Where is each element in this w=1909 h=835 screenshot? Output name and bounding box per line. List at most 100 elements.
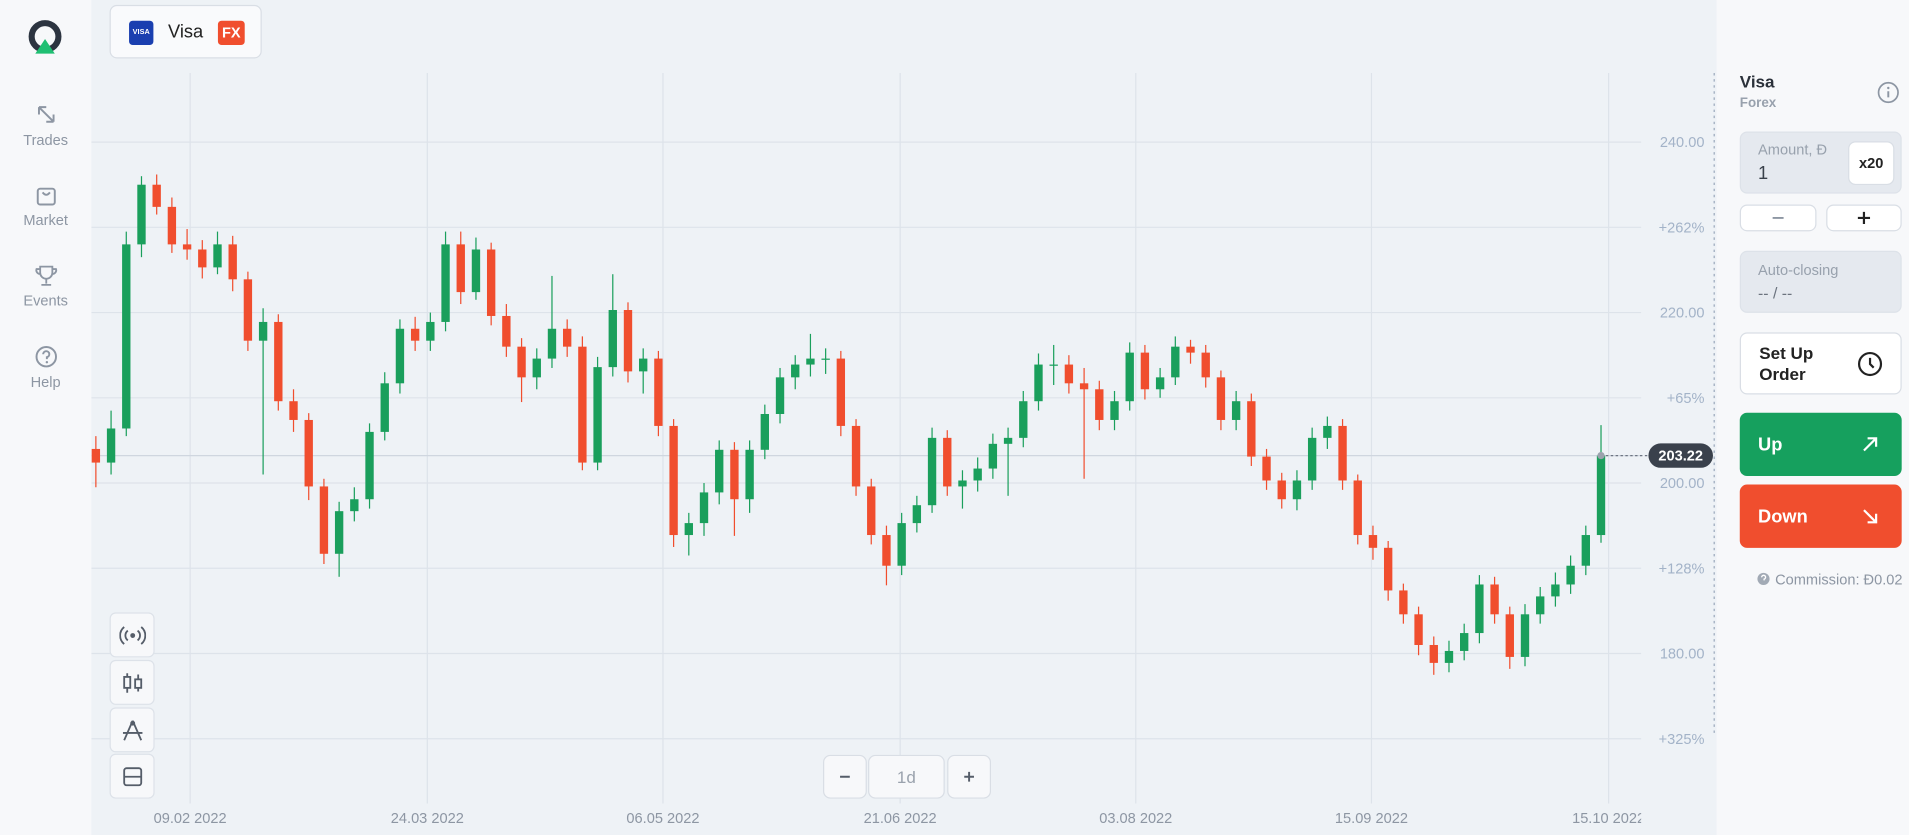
price-tag — [1648, 443, 1713, 468]
multiplier-button[interactable]: x20 — [1848, 141, 1895, 186]
tool-layout[interactable] — [109, 753, 155, 799]
amount-plus[interactable] — [1826, 204, 1902, 232]
zoom-in[interactable] — [947, 754, 992, 799]
nav-label: Trades — [23, 131, 69, 149]
zoom-period[interactable]: 1d — [868, 754, 945, 799]
candle-body — [1383, 547, 1393, 591]
candle-body — [943, 437, 952, 487]
x-tick-label: 03.08 2022 — [1099, 811, 1172, 827]
candle-body — [350, 499, 359, 512]
info-icon[interactable] — [1876, 80, 1900, 104]
candle-body — [304, 419, 313, 487]
candle-body — [1505, 614, 1514, 657]
side-nav: Trades Market Events Help — [0, 0, 92, 835]
nav-trades[interactable]: Trades — [0, 102, 91, 149]
candle-body — [669, 425, 678, 536]
asset-badge: FX — [217, 20, 245, 46]
zoom-out[interactable] — [823, 754, 867, 799]
set-up-order-button[interactable]: Set Up Order — [1739, 332, 1902, 395]
candle-body — [1460, 633, 1469, 651]
amount-label: Amount, Đ — [1758, 141, 1828, 159]
x-tick-label: 21.06 2022 — [864, 811, 937, 827]
candle-body — [1095, 389, 1104, 420]
candle-body — [456, 244, 465, 293]
candle-body — [228, 244, 237, 280]
candle-body — [1049, 364, 1058, 366]
candle-body — [1034, 364, 1043, 402]
trade-panel: Visa Forex Amount, Đ 1 x20 Auto-closing … — [1716, 0, 1909, 835]
nav-events[interactable]: Events — [0, 263, 91, 309]
nav-help[interactable]: Help — [0, 345, 91, 391]
candle-body — [1140, 352, 1150, 390]
icon — [118, 625, 146, 645]
up-button[interactable]: Up — [1739, 412, 1902, 477]
candle-body — [289, 401, 298, 420]
nav-market[interactable]: Market — [0, 183, 91, 229]
price-label: 203.22 — [1658, 449, 1703, 465]
down-button[interactable]: Down — [1739, 484, 1902, 548]
auto-closing-field[interactable]: Auto-closing -- / -- — [1739, 250, 1902, 313]
candle-body — [745, 449, 754, 500]
candle-body — [684, 523, 693, 536]
amount-value: 1 — [1758, 163, 1769, 184]
candle-body — [699, 492, 709, 524]
y-tick-label: 180.00 — [1660, 647, 1705, 663]
y-tick-label: +325% — [1659, 732, 1705, 748]
amount-minus[interactable] — [1739, 204, 1817, 232]
asset-tab[interactable]: VISA Visa FX — [109, 4, 262, 59]
candle-body — [426, 321, 435, 341]
candle-body — [319, 486, 329, 554]
candle-body — [973, 468, 982, 481]
tool-live[interactable] — [109, 612, 155, 658]
tool-chart-type[interactable] — [109, 659, 155, 705]
candle-body — [1566, 565, 1575, 585]
candle-body — [775, 377, 785, 414]
candle-body — [137, 184, 146, 245]
candle-body — [243, 279, 253, 341]
candle-body — [562, 328, 572, 347]
y-tick-label: +128% — [1659, 561, 1705, 577]
candle-body — [882, 535, 891, 566]
candle-body — [441, 244, 450, 322]
candle-body — [258, 321, 268, 341]
candle-body — [502, 315, 511, 347]
x-tick-label: 06.05 2022 — [626, 811, 699, 827]
asset-logo: VISA — [129, 20, 154, 46]
nav-label: Help — [30, 373, 61, 391]
candle-body — [122, 244, 131, 429]
x-tick-label: 09.02 2022 — [154, 811, 227, 827]
candle-body — [1186, 346, 1195, 353]
help-dot — [1757, 572, 1770, 585]
amount-field[interactable]: Amount, Đ 1 x20 — [1739, 131, 1902, 194]
candle-body — [1125, 352, 1134, 402]
candle-body — [1247, 401, 1256, 457]
nav-label: Events — [23, 292, 68, 310]
auto-closing-value: -- / -- — [1758, 283, 1793, 302]
x-tick-label: 15.09 2022 — [1335, 811, 1408, 827]
candle-body — [608, 310, 617, 368]
x-tick-label: 24.03 2022 — [391, 811, 464, 827]
candle-body — [1216, 377, 1226, 420]
candle-body — [1536, 596, 1545, 615]
candle-body — [851, 425, 861, 487]
candle-body — [213, 244, 222, 268]
arrow-up-icon — [1863, 437, 1878, 452]
icon — [964, 771, 974, 782]
candle-body — [1155, 377, 1165, 390]
icon — [122, 672, 142, 693]
candle-body — [334, 511, 344, 554]
candle-body — [715, 449, 724, 493]
candle-body — [593, 367, 602, 463]
candle-body — [1231, 401, 1241, 420]
icon — [36, 187, 56, 206]
icon — [840, 775, 850, 778]
tool-drawing[interactable] — [109, 707, 155, 753]
candle-body — [167, 206, 177, 245]
candle-body — [578, 346, 587, 463]
clock-icon — [1857, 351, 1883, 377]
candle-body — [1323, 425, 1332, 438]
icon — [1772, 216, 1784, 219]
candle-body — [912, 505, 922, 524]
